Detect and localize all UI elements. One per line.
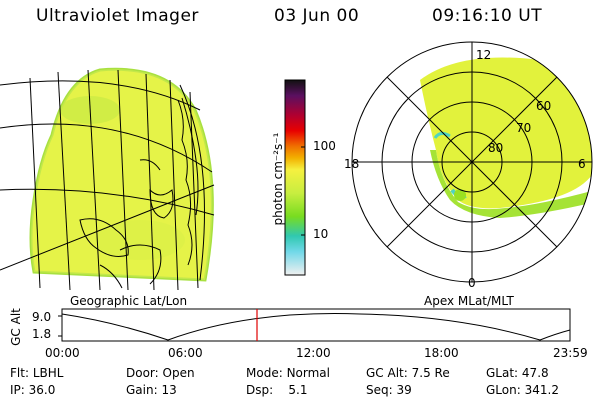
colorbar-tick-100: 100 — [313, 139, 336, 153]
lat-label-80: 80 — [488, 141, 503, 155]
info-flt: Flt: LBHL — [10, 366, 64, 380]
lat-label-60: 60 — [536, 99, 551, 113]
altitude-plot-frame — [61, 308, 571, 342]
mlt-label-12: 12 — [476, 48, 491, 62]
info-ip: IP: 36.0 — [10, 383, 56, 397]
altitude-tick-9: 9.0 — [32, 310, 52, 324]
polar-grid — [351, 41, 593, 283]
altitude-tick-1-8: 1.8 — [32, 327, 52, 341]
time-tick-0000: 00:00 — [45, 346, 80, 360]
altitude-curve — [61, 313, 571, 341]
lat-label-70: 70 — [516, 121, 531, 135]
time-tick-1200: 12:00 — [296, 346, 331, 360]
colorbar-unit-label: photon cm⁻²s⁻¹ — [271, 132, 285, 226]
info-gc-alt: GC Alt: 7.5 Re — [366, 366, 450, 380]
info-mode: Mode: Normal — [246, 366, 330, 380]
altitude-plot — [58, 308, 571, 342]
geographic-panel-label: Geographic Lat/Lon — [70, 294, 188, 308]
colorbar — [284, 79, 306, 276]
mlt-label-6: 6 — [578, 157, 586, 171]
date-label: 03 Jun 00 — [274, 6, 360, 26]
time-tick-0600: 06:00 — [168, 346, 203, 360]
colorbar-scale — [284, 79, 306, 276]
info-glon: GLon: 341.2 — [486, 383, 559, 397]
time-tick-2359: 23:59 — [553, 346, 588, 360]
info-gain: Gain: 13 — [126, 383, 177, 397]
time-label: 09:16:10 UT — [432, 6, 543, 26]
lat-lon-grid — [0, 69, 215, 290]
apex-panel-label: Apex MLat/MLT — [424, 294, 514, 308]
info-glat: GLat: 47.8 — [486, 366, 549, 380]
colorbar-tick-10: 10 — [313, 227, 329, 241]
app-title: Ultraviolet Imager — [36, 6, 199, 26]
time-tick-1800: 18:00 — [424, 346, 459, 360]
mlt-label-0: 0 — [468, 276, 476, 290]
polar-plot: 12 18 6 0 60 70 80 — [344, 41, 593, 290]
coastlines — [79, 97, 199, 289]
info-seq: Seq: 39 — [366, 383, 412, 397]
geographic-image — [0, 67, 215, 290]
altitude-ylabel: GC Alt — [8, 308, 23, 346]
info-dsp: Dsp: 5.1 — [246, 383, 308, 397]
mlt-label-18: 18 — [344, 157, 359, 171]
info-door: Door: Open — [126, 366, 195, 380]
